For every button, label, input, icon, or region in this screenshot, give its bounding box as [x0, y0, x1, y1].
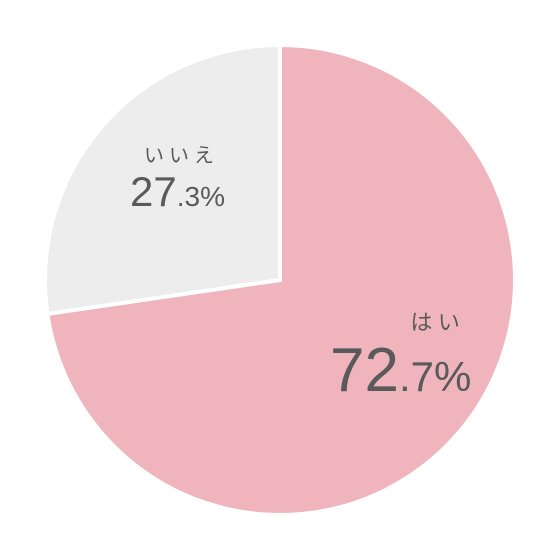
- slice-label-no: いいえ 27.3%: [130, 145, 225, 216]
- slice-name-no: いいえ: [130, 145, 225, 168]
- slice-pct-no: 27.3%: [130, 168, 225, 216]
- slice-name-yes: はい: [330, 310, 471, 335]
- pie-slices: [45, 45, 515, 515]
- slice-pct-frac-yes: .7%: [399, 353, 471, 400]
- pie-svg: [40, 40, 520, 520]
- slice-label-yes: はい 72.7%: [330, 310, 471, 407]
- slice-pct-int-no: 27: [130, 168, 177, 215]
- slice-pct-frac-no: .3%: [177, 181, 225, 212]
- pie-chart: はい 72.7% いいえ 27.3%: [0, 0, 560, 560]
- slice-pct-yes: 72.7%: [330, 335, 471, 406]
- slice-pct-int-yes: 72: [330, 336, 399, 405]
